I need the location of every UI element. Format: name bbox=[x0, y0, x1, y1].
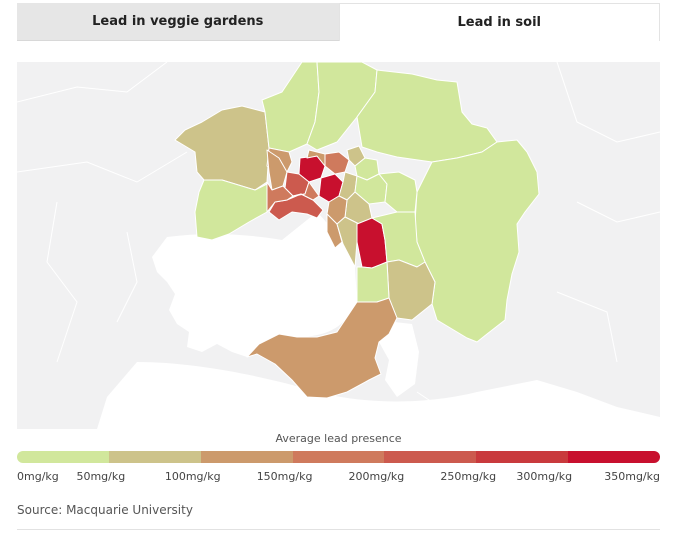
legend-title: Average lead presence bbox=[275, 432, 402, 445]
region-bayside-b[interactable] bbox=[326, 213, 343, 249]
region-peninsula[interactable] bbox=[246, 297, 398, 399]
bass-strait bbox=[97, 362, 660, 429]
source-text: Source: Macquarie University bbox=[17, 503, 193, 517]
legend-label: 250mg/kg bbox=[440, 470, 497, 483]
region-west-bay[interactable] bbox=[268, 193, 324, 221]
legend-label: 200mg/kg bbox=[348, 470, 405, 483]
legend-label: 300mg/kg bbox=[516, 470, 573, 483]
port-phillip-bay bbox=[152, 212, 357, 357]
map-svg bbox=[17, 62, 660, 429]
region-inner-e[interactable] bbox=[306, 149, 326, 167]
tab-bar: Lead in veggie gardens Lead in soil bbox=[17, 3, 660, 41]
legend-swatch bbox=[476, 451, 569, 463]
region-west[interactable] bbox=[194, 179, 276, 241]
divider bbox=[17, 529, 660, 530]
legend-swatch bbox=[292, 451, 385, 463]
region-north-right[interactable] bbox=[306, 62, 378, 151]
legend-swatch bbox=[108, 451, 201, 463]
legend-swatch bbox=[17, 451, 109, 463]
legend-label: 350mg/kg bbox=[604, 470, 660, 483]
region-mid-south[interactable] bbox=[356, 261, 390, 303]
legend-color-bar bbox=[17, 451, 661, 463]
choropleth-map[interactable] bbox=[17, 62, 660, 429]
legend-swatch bbox=[384, 451, 477, 463]
background-boundaries bbox=[17, 62, 660, 413]
legend-label: 150mg/kg bbox=[256, 470, 313, 483]
tab-lead-in-veggie-gardens[interactable]: Lead in veggie gardens bbox=[17, 3, 339, 41]
western-port-bay bbox=[377, 320, 419, 397]
legend-label: 100mg/kg bbox=[164, 470, 221, 483]
tab-lead-in-soil[interactable]: Lead in soil bbox=[338, 3, 660, 41]
region-inner-west-b[interactable] bbox=[292, 181, 320, 201]
legend-label: 0mg/kg bbox=[17, 470, 59, 483]
legend-label: 50mg/kg bbox=[76, 470, 126, 483]
legend-swatch bbox=[568, 451, 661, 463]
legend-swatch bbox=[200, 451, 293, 463]
legend-labels: 0mg/kg 50mg/kg 100mg/kg 150mg/kg 200mg/kg 250… bbox=[17, 470, 660, 486]
council-regions bbox=[174, 62, 540, 399]
